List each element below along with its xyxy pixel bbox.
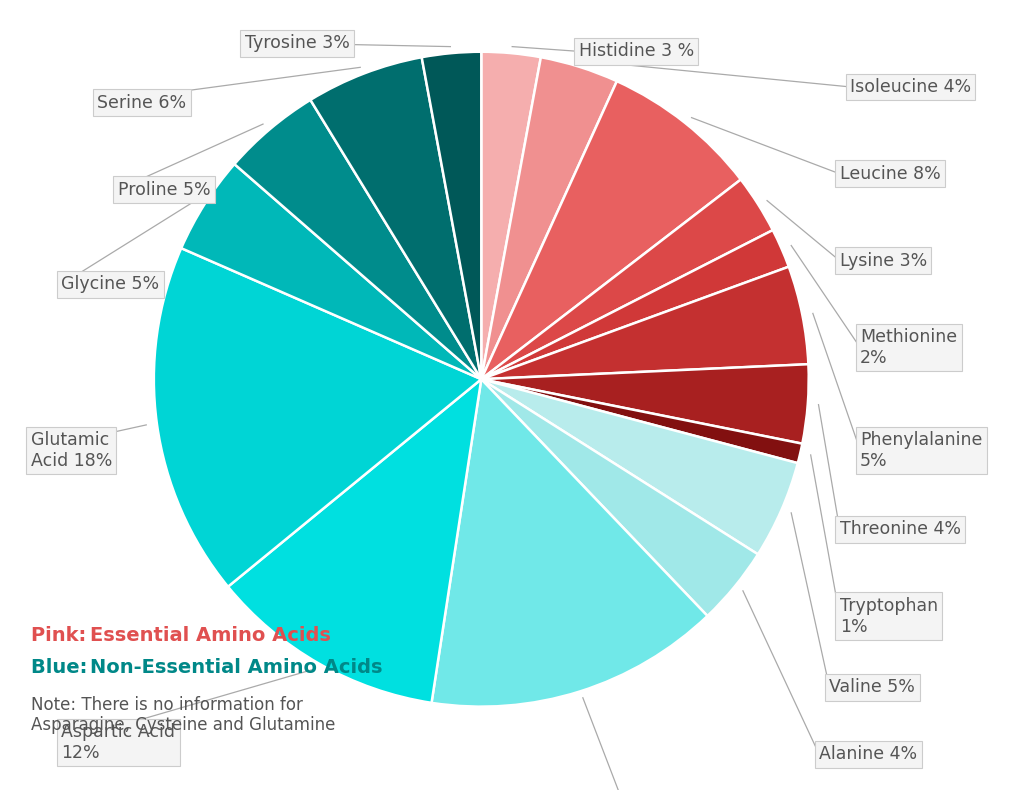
Wedge shape xyxy=(481,379,802,463)
Text: Aspartic Acid
12%: Aspartic Acid 12% xyxy=(61,723,175,762)
Text: Valine 5%: Valine 5% xyxy=(829,679,915,696)
Text: Proline 5%: Proline 5% xyxy=(118,181,210,198)
Wedge shape xyxy=(481,267,808,379)
Wedge shape xyxy=(422,52,481,379)
Wedge shape xyxy=(228,379,481,703)
Text: Lysine 3%: Lysine 3% xyxy=(840,252,927,269)
Text: Glycine 5%: Glycine 5% xyxy=(61,276,160,293)
Wedge shape xyxy=(181,164,481,379)
Wedge shape xyxy=(481,179,773,379)
Wedge shape xyxy=(481,81,740,379)
Text: Tyrosine 3%: Tyrosine 3% xyxy=(245,35,349,52)
Wedge shape xyxy=(431,379,708,706)
Text: Serine 6%: Serine 6% xyxy=(97,94,186,111)
Wedge shape xyxy=(481,379,798,555)
Wedge shape xyxy=(481,364,809,444)
Wedge shape xyxy=(154,248,481,587)
Wedge shape xyxy=(234,100,481,379)
Text: Essential Amino Acids: Essential Amino Acids xyxy=(90,626,331,645)
Text: Threonine 4%: Threonine 4% xyxy=(840,521,961,538)
Text: Pink:: Pink: xyxy=(31,626,93,645)
Text: Tryptophan
1%: Tryptophan 1% xyxy=(840,596,938,636)
Wedge shape xyxy=(310,57,481,379)
Text: Phenylalanine
5%: Phenylalanine 5% xyxy=(860,431,983,470)
Text: Glutamic
Acid 18%: Glutamic Acid 18% xyxy=(31,431,112,470)
Text: Note: There is no information for
Asparagine, Cysteine and Glutamine: Note: There is no information for Aspara… xyxy=(31,695,335,735)
Text: Histidine 3 %: Histidine 3 % xyxy=(579,43,694,60)
Text: Isoleucine 4%: Isoleucine 4% xyxy=(850,78,971,96)
Text: Alanine 4%: Alanine 4% xyxy=(819,746,918,763)
Wedge shape xyxy=(481,379,758,616)
Text: Non-Essential Amino Acids: Non-Essential Amino Acids xyxy=(90,658,383,677)
Wedge shape xyxy=(481,230,788,379)
Text: Leucine 8%: Leucine 8% xyxy=(840,165,940,182)
Text: Blue:: Blue: xyxy=(31,658,94,677)
Wedge shape xyxy=(481,52,541,379)
Text: Methionine
2%: Methionine 2% xyxy=(860,328,957,367)
Wedge shape xyxy=(481,57,616,379)
